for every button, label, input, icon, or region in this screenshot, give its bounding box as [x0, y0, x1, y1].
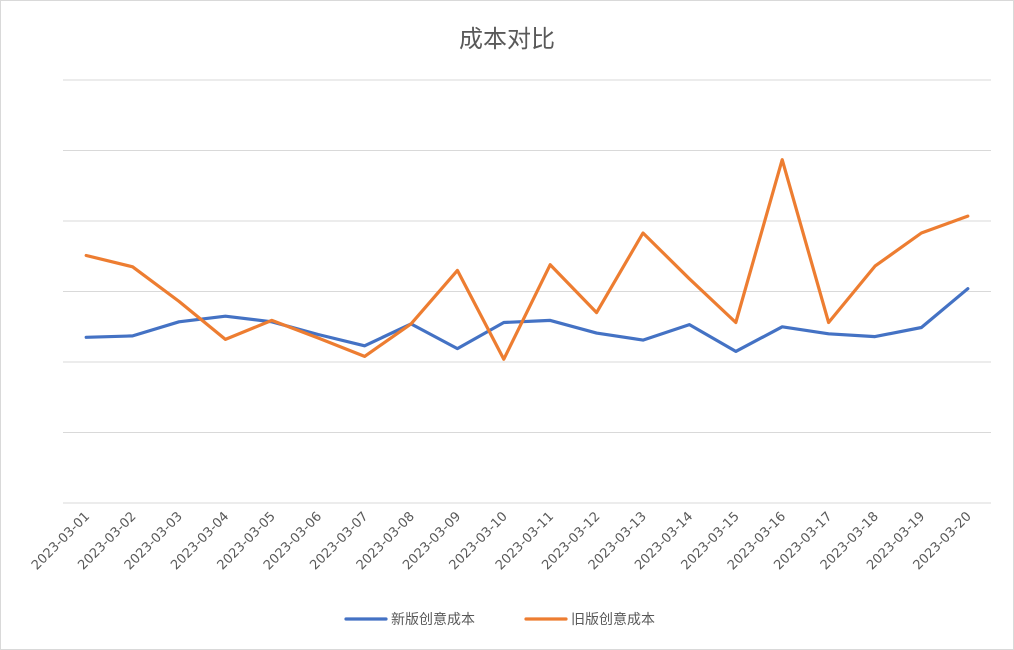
series-line-new [84, 287, 970, 353]
chart-title: 成本对比 [459, 25, 555, 53]
x-axis-ticks: 2023-03-012023-03-022023-03-032023-03-04… [29, 509, 975, 573]
legend-label-new: 新版创意成本 [391, 611, 475, 628]
legend: 新版创意成本 旧版创意成本 [344, 611, 655, 628]
series-lines [84, 158, 970, 361]
legend-label-old: 旧版创意成本 [571, 611, 655, 628]
gridlines [63, 79, 991, 504]
series-line-old [84, 158, 970, 361]
